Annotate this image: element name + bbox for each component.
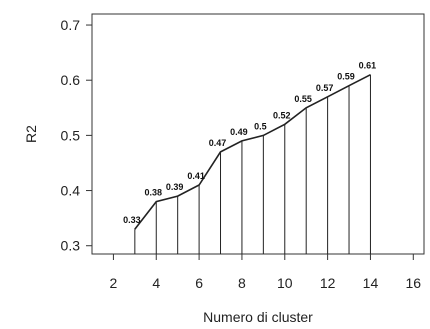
data-labels: 0.330.380.390.410.470.490.50.520.550.570… bbox=[123, 61, 376, 225]
x-tick-label: 8 bbox=[238, 275, 246, 291]
y-tick-label: 0.3 bbox=[61, 238, 81, 254]
axis-ticks: 2 4 6 8 10 12 14 16 0.3 0.4 0.5 0.6 0.7 bbox=[61, 17, 422, 291]
x-tick-label: 6 bbox=[195, 275, 203, 291]
data-label: 0.33 bbox=[123, 215, 141, 225]
y-tick-label: 0.5 bbox=[61, 127, 81, 143]
x-axis-label: Numero di cluster bbox=[203, 309, 313, 325]
x-tick-label: 12 bbox=[320, 275, 336, 291]
x-tick-label: 4 bbox=[152, 275, 160, 291]
data-label: 0.52 bbox=[273, 110, 291, 120]
data-label: 0.39 bbox=[166, 182, 184, 192]
y-axis-label: R2 bbox=[23, 125, 39, 143]
y-tick-label: 0.6 bbox=[61, 72, 81, 88]
plot-frame bbox=[91, 13, 425, 255]
x-tick-label: 2 bbox=[110, 275, 118, 291]
data-label: 0.5 bbox=[254, 121, 267, 131]
data-label: 0.59 bbox=[337, 72, 355, 82]
data-label: 0.49 bbox=[230, 127, 248, 137]
series-line bbox=[134, 73, 371, 230]
y-tick-label: 0.7 bbox=[61, 17, 81, 33]
x-tick-label: 16 bbox=[406, 275, 422, 291]
data-label: 0.38 bbox=[144, 188, 162, 198]
data-label: 0.41 bbox=[187, 171, 205, 181]
drop-lines bbox=[134, 74, 371, 254]
y-tick-label: 0.4 bbox=[61, 183, 81, 199]
data-label: 0.47 bbox=[209, 138, 227, 148]
data-label: 0.61 bbox=[359, 61, 377, 71]
data-label: 0.55 bbox=[294, 94, 312, 104]
data-label: 0.57 bbox=[316, 83, 334, 93]
x-tick-label: 14 bbox=[363, 275, 379, 291]
x-tick-label: 10 bbox=[277, 275, 293, 291]
